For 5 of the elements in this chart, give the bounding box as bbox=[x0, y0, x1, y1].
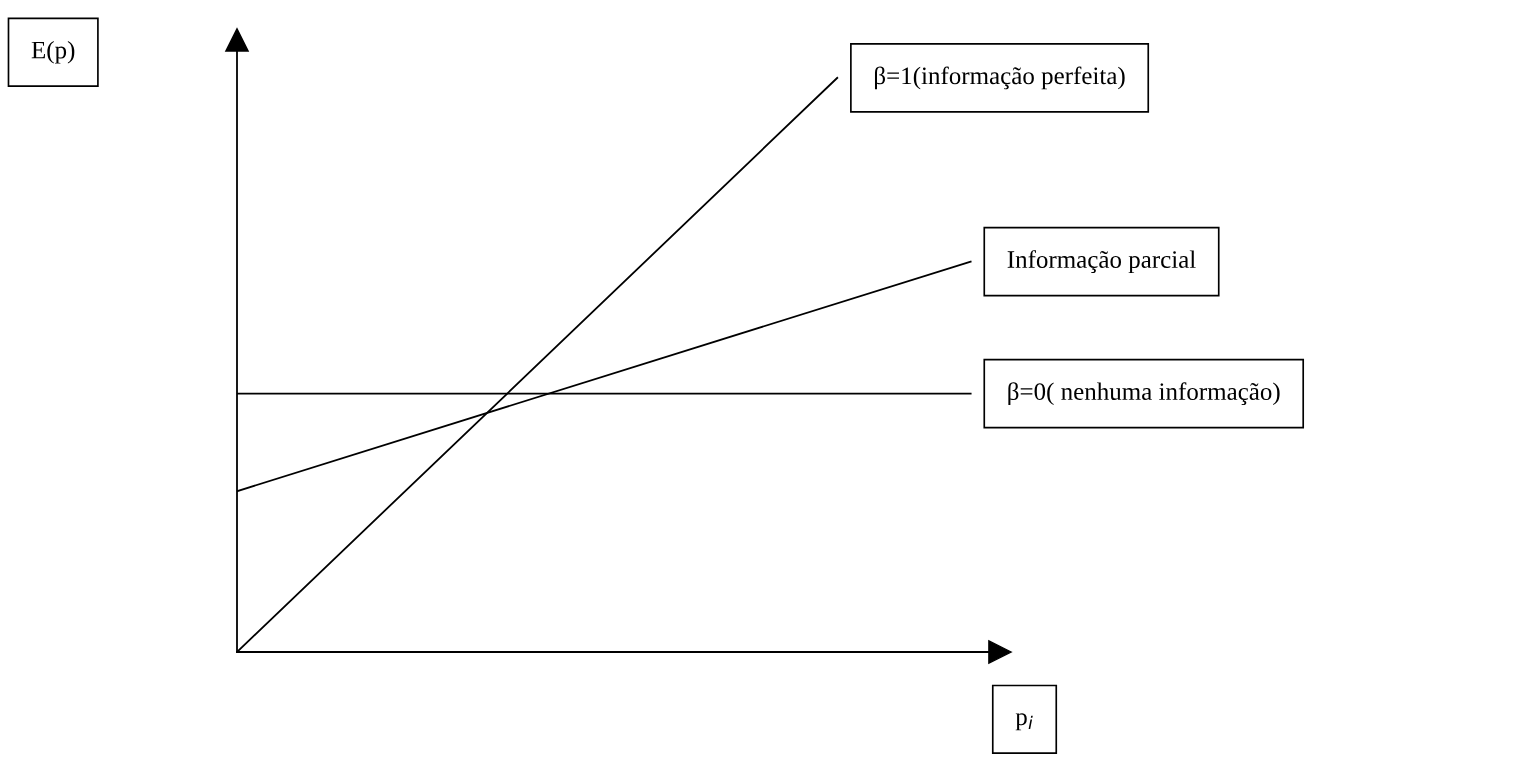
x-axis-title: p$_{i}$ bbox=[1015, 713, 1033, 731]
series-label: Informação parcial bbox=[1007, 250, 1196, 274]
series-label: β=0( nenhuma informação) bbox=[1008, 382, 1280, 406]
text: E(p) bbox=[31, 40, 75, 64]
series-label: β=1(informação perfeita) bbox=[874, 66, 1125, 90]
